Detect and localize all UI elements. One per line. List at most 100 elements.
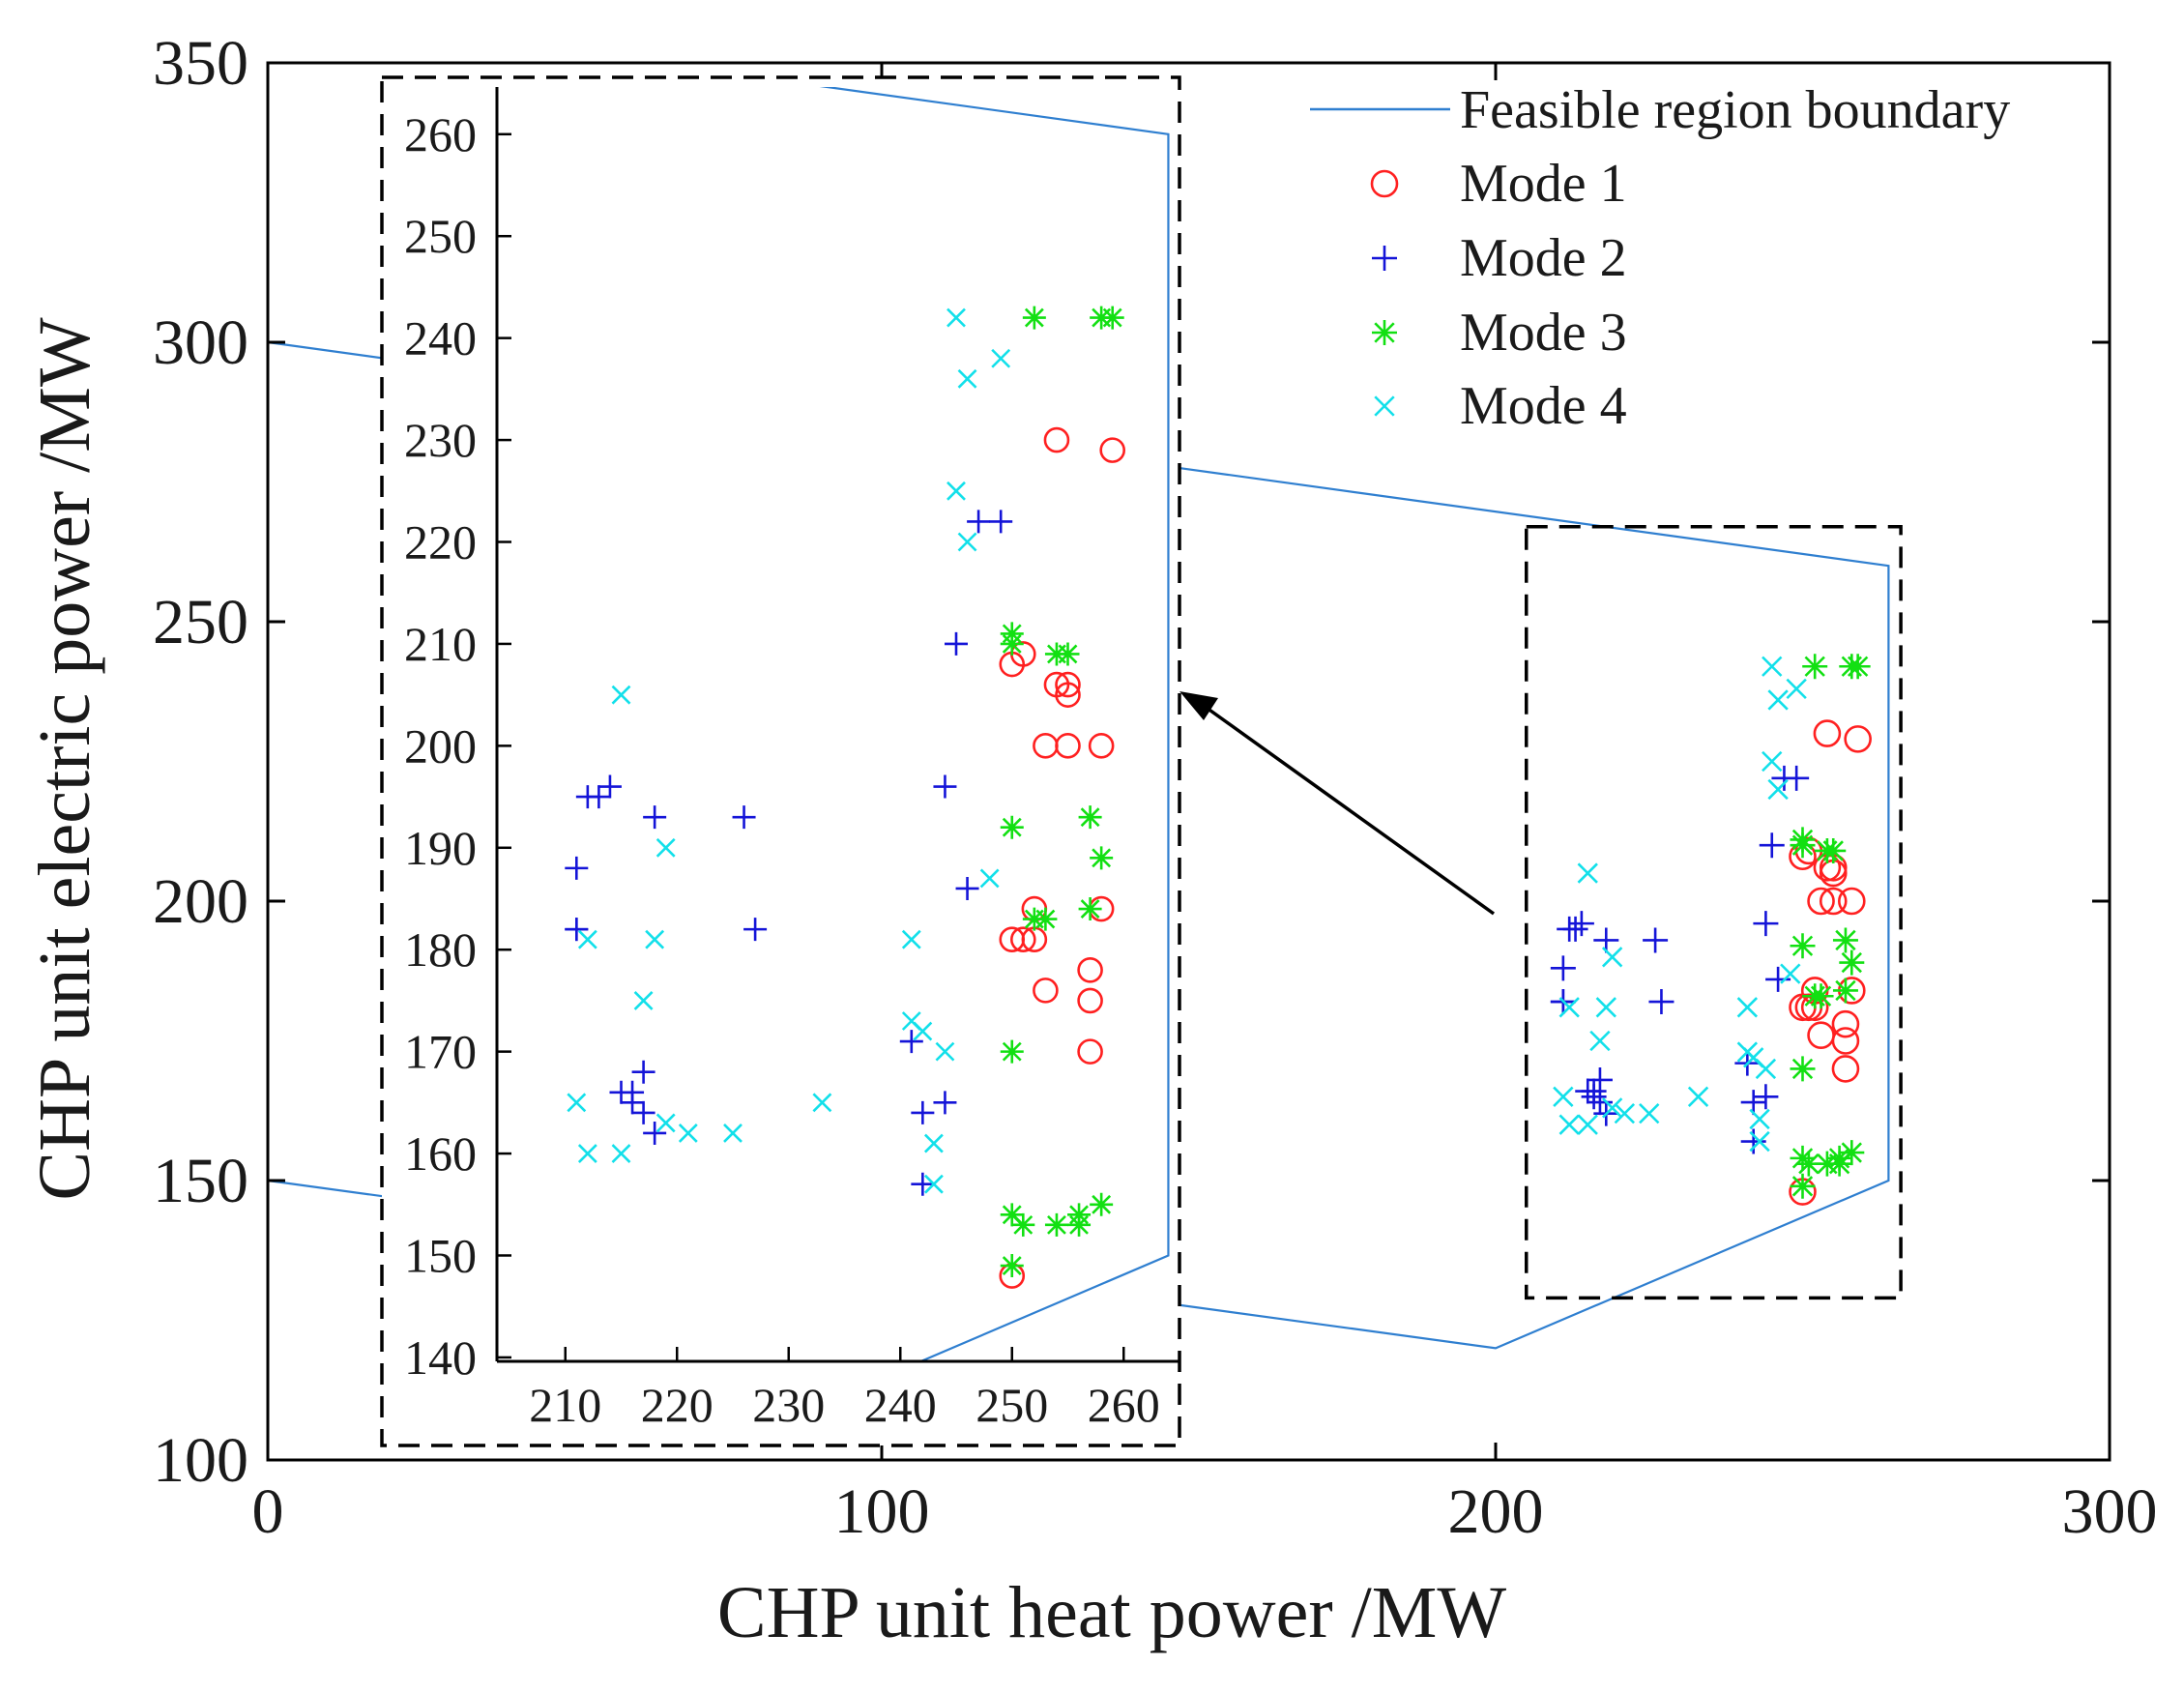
point-mode4 — [1762, 750, 1783, 773]
zoom-arrow — [1205, 706, 1496, 916]
inset-point-mode4 — [812, 1093, 832, 1113]
point-mode3 — [1802, 654, 1828, 680]
main-plot-frame — [266, 61, 2111, 1462]
point-mode3 — [1839, 1140, 1865, 1166]
inset-point-mode3 — [1011, 1212, 1035, 1237]
zoom-region-box — [1525, 524, 1903, 1300]
inset-point-mode2 — [989, 510, 1013, 534]
x-tick-label: 300 — [2062, 1476, 2158, 1547]
point-mode4 — [1749, 1108, 1770, 1130]
y-tick-label: 100 — [153, 1425, 248, 1496]
point-mode4 — [1601, 1097, 1623, 1119]
zoom-arrow-head — [1179, 691, 1218, 720]
inset-point-mode3 — [1078, 805, 1102, 830]
inset-point-mode3 — [1022, 306, 1046, 330]
inset-point-mode1 — [1099, 437, 1125, 463]
inset-point-mode2 — [899, 1030, 923, 1054]
inset-point-mode4 — [901, 929, 921, 949]
inset-point-mode2 — [597, 774, 622, 799]
legend-marker-mode4 — [1374, 395, 1395, 417]
inset-point-mode2 — [565, 918, 589, 942]
point-mode4 — [1614, 1102, 1636, 1124]
point-mode3 — [1790, 1056, 1816, 1082]
point-mode3 — [1826, 1145, 1852, 1171]
point-mode2 — [1753, 911, 1779, 937]
inset-x-tick-label: 230 — [752, 1378, 825, 1432]
inset-point-mode4 — [991, 348, 1011, 368]
inset-point-mode2 — [945, 631, 968, 656]
inset-y-tick-label: 190 — [404, 821, 477, 875]
point-mode4 — [1736, 997, 1759, 1018]
inset-point-mode1 — [1055, 733, 1081, 759]
point-mode3 — [1845, 654, 1871, 680]
point-mode2 — [1581, 1084, 1607, 1110]
point-mode3 — [1832, 978, 1858, 1004]
point-mode4 — [1558, 1114, 1580, 1135]
inset-point-mode1 — [1043, 426, 1070, 453]
y-tick-label: 350 — [153, 28, 248, 99]
point-mode4 — [1780, 963, 1801, 984]
inset-y-tick-label: 210 — [404, 617, 477, 671]
inset-point-mode4 — [678, 1124, 698, 1143]
inset-point-mode3 — [1078, 897, 1102, 921]
inset-point-mode2 — [967, 510, 991, 534]
point-mode1 — [1831, 1055, 1860, 1083]
point-mode2 — [1550, 955, 1576, 981]
inset-y-tick-label: 200 — [404, 718, 477, 773]
legend-marker-mode3 — [1372, 320, 1397, 345]
x-tick-label: 0 — [252, 1476, 284, 1547]
x-tick-label: 200 — [1448, 1476, 1544, 1547]
point-mode4 — [1755, 1058, 1777, 1080]
inset-y-tick-label: 170 — [404, 1025, 477, 1079]
point-mode4 — [1687, 1086, 1709, 1107]
inset-x-tick-label: 240 — [864, 1378, 937, 1432]
inset-point-mode4 — [577, 929, 597, 949]
y-tick-label: 250 — [153, 587, 248, 657]
inset-point-mode4 — [935, 1041, 955, 1062]
inset-y-tick-label: 250 — [404, 209, 477, 263]
inset-point-mode2 — [587, 785, 611, 809]
inset-point-mode4 — [723, 1124, 743, 1143]
inset-point-mode4 — [957, 368, 977, 389]
inset-point-mode2 — [631, 1100, 655, 1124]
point-mode4 — [1589, 1030, 1611, 1052]
inset-y-tick-label: 180 — [404, 922, 477, 977]
inset-point-mode3 — [1100, 306, 1124, 330]
inset-point-mode3 — [1000, 622, 1024, 646]
point-mode2 — [1784, 765, 1810, 791]
inset-point-mode3 — [1067, 1203, 1092, 1227]
inset-point-mode2 — [911, 1172, 935, 1196]
inset-point-mode3 — [1000, 1039, 1024, 1064]
inset-point-mode3 — [1090, 846, 1114, 870]
inset-point-mode1 — [1055, 682, 1081, 708]
inset-point-mode2 — [643, 805, 667, 830]
inset-point-mode1 — [1088, 733, 1115, 759]
inset-point-mode1 — [1055, 671, 1081, 698]
point-mode2 — [1740, 1128, 1766, 1154]
inset-point-mode4 — [655, 837, 676, 858]
inset-point-mode3 — [1000, 1254, 1024, 1278]
point-mode1 — [1807, 887, 1835, 916]
x-axis-label: CHP unit heat power /MW — [717, 1572, 1506, 1653]
point-mode2 — [1587, 1066, 1613, 1093]
point-mode4 — [1749, 1130, 1770, 1153]
legend-label-mode4: Mode 4 — [1460, 376, 1627, 436]
inset-point-mode4 — [655, 1113, 676, 1133]
inset-point-mode4 — [633, 991, 654, 1010]
point-mode3 — [1790, 827, 1816, 853]
inset-background — [382, 77, 1179, 1445]
inset-point-mode2 — [732, 805, 756, 830]
inset-point-mode2 — [955, 876, 979, 900]
inset-point-mode4 — [946, 307, 966, 328]
inset-point-mode2 — [565, 856, 589, 880]
point-mode2 — [1753, 1084, 1779, 1110]
point-mode4 — [1601, 947, 1623, 968]
point-mode2 — [1759, 832, 1785, 859]
inset-point-mode2 — [911, 1100, 935, 1124]
inset-point-mode1 — [1077, 987, 1103, 1014]
inset-x-tick-label: 210 — [529, 1378, 601, 1432]
point-mode2 — [1740, 1090, 1766, 1116]
point-mode3 — [1820, 837, 1847, 863]
point-mode3 — [1790, 933, 1816, 959]
